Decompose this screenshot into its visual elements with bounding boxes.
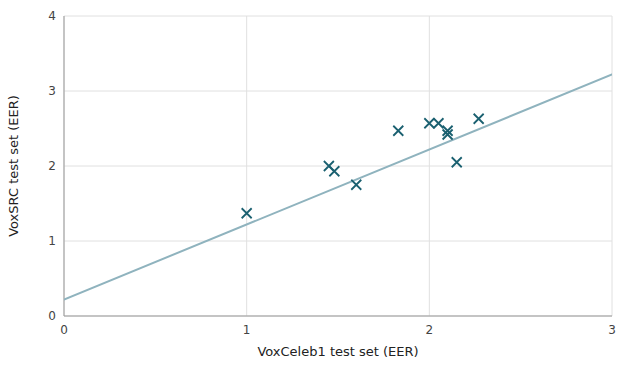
y-tick-label: 2	[48, 159, 56, 173]
scatter-point	[393, 126, 403, 136]
y-grid-line	[64, 241, 612, 242]
x-tick-label: 3	[608, 323, 616, 337]
chart-svg: 0 1 2 3 0 1 2 3 4 VoxCeleb1 test set (EER) VoxSRC …	[0, 0, 632, 368]
scatter-point	[433, 118, 443, 128]
scatter-point	[474, 114, 484, 124]
x-grid-line	[64, 16, 65, 316]
x-axis-label: VoxCeleb1 test set (EER)	[257, 344, 418, 359]
grid	[64, 16, 612, 316]
x-tick-label: 0	[60, 323, 68, 337]
y-axis-line	[64, 16, 65, 316]
scatter-point	[424, 118, 434, 128]
chart-container: 0 1 2 3 0 1 2 3 4 VoxCeleb1 test set (EER) VoxSRC …	[0, 0, 632, 368]
scatter-point	[443, 130, 453, 140]
reference-line	[64, 75, 612, 300]
y-tick-label: 4	[48, 9, 56, 23]
y-grid-line	[64, 91, 612, 92]
y-tick-label: 3	[48, 84, 56, 98]
y-tick-label: 0	[48, 309, 56, 323]
y-tick-label: 1	[48, 234, 56, 248]
scatter-point	[351, 180, 361, 190]
y-grid-line	[64, 16, 612, 17]
y-grid-line	[64, 316, 612, 317]
y-axis-label: VoxSRC test set (EER)	[6, 95, 21, 237]
marks	[64, 75, 612, 300]
x-tick-label: 2	[426, 323, 434, 337]
scatter-point	[242, 208, 252, 218]
x-axis-line	[64, 316, 612, 317]
tick-labels: 0 1 2 3 0 1 2 3 4	[48, 9, 615, 337]
x-tick-label: 1	[243, 323, 251, 337]
scatter-point	[452, 157, 462, 167]
scatter-point	[329, 166, 339, 176]
